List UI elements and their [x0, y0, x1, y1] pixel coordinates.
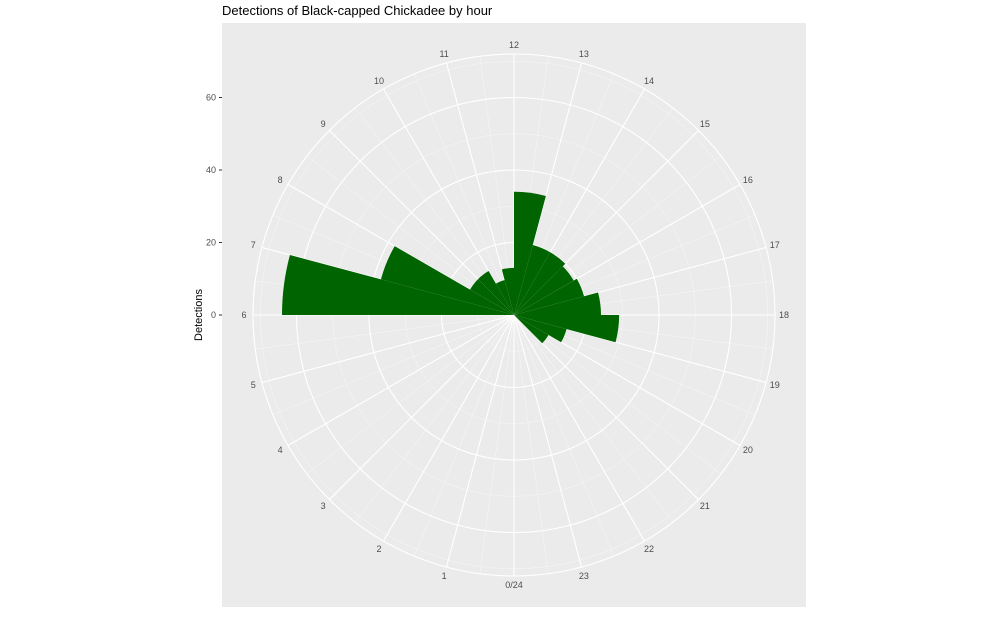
bar-hour-11: [501, 267, 514, 315]
hour-label: 14: [644, 76, 654, 86]
hour-label: 21: [700, 501, 710, 511]
chart-title: Detections of Black-capped Chickadee by …: [222, 3, 493, 18]
hour-label: 5: [251, 380, 256, 390]
hour-label: 6: [241, 310, 246, 320]
hour-label: 18: [779, 310, 789, 320]
bar-hour-19: [514, 315, 567, 343]
hour-label: 2: [376, 544, 381, 554]
hour-label: 23: [579, 571, 589, 581]
bar-layer: [282, 191, 620, 344]
y-tick-label: 60: [206, 93, 216, 103]
hour-label-layer: 0/24123456789101112131415161718192021222…: [241, 40, 789, 590]
bar-hour-13: [514, 244, 551, 315]
minor-circular-gridline: [260, 61, 768, 569]
bar-hour-6: [282, 254, 514, 315]
hour-label: 7: [251, 240, 256, 250]
bar-hour-20: [514, 315, 549, 344]
hour-label: 22: [644, 544, 654, 554]
outer-circle: [252, 53, 776, 577]
bar-hour-15: [514, 266, 574, 315]
bar-hour-12: [514, 191, 546, 315]
hour-label: 10: [374, 76, 384, 86]
hour-label: 13: [579, 49, 589, 59]
hour-label: 4: [278, 445, 283, 455]
bar-hour-18: [514, 315, 620, 343]
bar-hour-10: [495, 279, 514, 315]
bar-hour-14: [514, 252, 566, 315]
y-axis: 0 20 40 60: [206, 93, 222, 320]
y-tick-label: 40: [206, 165, 216, 175]
y-axis-title: Detections: [193, 289, 205, 341]
bar-hour-8: [470, 279, 514, 315]
y-tick-label: 20: [206, 238, 216, 248]
bar-hour-9: [478, 271, 514, 315]
hour-label: 12: [509, 40, 519, 50]
hour-label: 16: [743, 175, 753, 185]
bar-hour-17: [514, 292, 601, 315]
y-tick-label: 0: [211, 310, 216, 320]
hour-label: 15: [700, 119, 710, 129]
bar-hour-16: [514, 278, 585, 315]
hour-label: 3: [321, 501, 326, 511]
hour-label: 19: [770, 380, 780, 390]
hour-label: 0/24: [505, 580, 523, 590]
hour-label: 1: [442, 571, 447, 581]
hour-label: 8: [278, 175, 283, 185]
hour-label: 20: [743, 445, 753, 455]
hour-label: 11: [439, 49, 448, 59]
hour-label: 17: [770, 240, 780, 250]
bar-hour-7: [380, 246, 514, 315]
hour-label: 9: [321, 119, 326, 129]
